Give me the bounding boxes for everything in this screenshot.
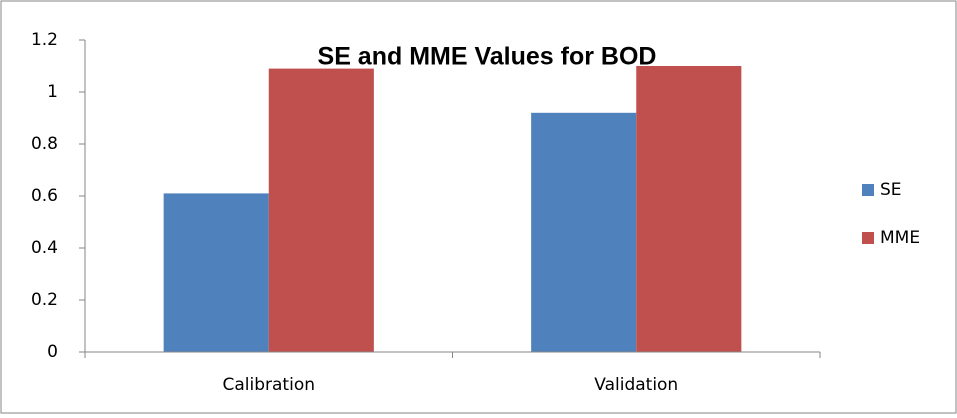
y-tick-label: 1.2 bbox=[31, 30, 58, 50]
bar bbox=[268, 68, 374, 352]
bar bbox=[636, 66, 742, 352]
y-tick-label: 0.8 bbox=[31, 134, 58, 154]
y-tick-label: 0.4 bbox=[31, 238, 58, 258]
legend-swatch bbox=[862, 232, 874, 244]
y-tick-label: 0 bbox=[47, 342, 58, 362]
bar bbox=[531, 112, 637, 352]
legend-label: MME bbox=[880, 228, 920, 248]
chart-title: SE and MME Values for BOD bbox=[318, 43, 657, 71]
x-tick-label: Validation bbox=[594, 375, 678, 395]
bar bbox=[163, 193, 269, 352]
y-tick-label: 1 bbox=[47, 82, 58, 102]
y-tick-label: 0.6 bbox=[31, 186, 58, 206]
legend-label: SE bbox=[880, 180, 902, 200]
x-tick-label: Calibration bbox=[223, 375, 316, 395]
legend-swatch bbox=[862, 184, 874, 196]
y-tick-label: 0.2 bbox=[31, 290, 58, 310]
